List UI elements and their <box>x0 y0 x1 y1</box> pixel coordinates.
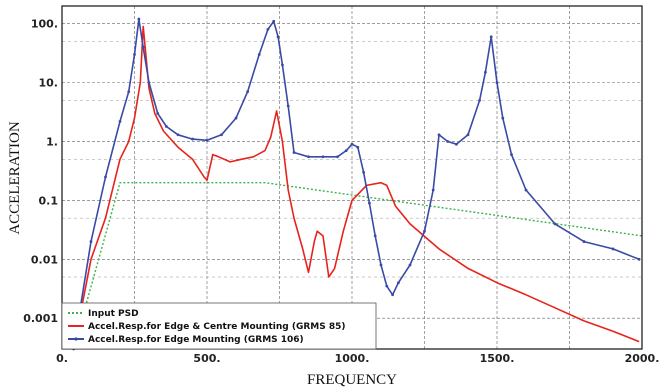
series-point-edge <box>553 222 557 226</box>
x-tick-label-2: 1000. <box>335 352 370 365</box>
series-point-edge <box>637 257 641 261</box>
y-tick-label-2: 0.1 <box>39 194 59 207</box>
series-point-edge <box>133 53 136 56</box>
legend-marker-edge <box>74 337 78 341</box>
series-point-edge <box>321 155 325 159</box>
series-point-edge <box>524 188 528 192</box>
series-point-edge <box>234 116 238 120</box>
series-point-edge <box>582 240 586 243</box>
series-layer <box>72 17 643 351</box>
series-point-edge <box>391 293 394 297</box>
series-point-edge <box>336 155 339 159</box>
series-point-edge <box>495 81 499 85</box>
series-point-edge <box>286 104 290 108</box>
series-point-edge <box>510 153 513 156</box>
series-point-edge <box>379 263 383 267</box>
series-point-edge <box>127 90 131 94</box>
y-tick-label-5: 100. <box>31 18 58 31</box>
series-point-edge <box>118 119 122 123</box>
series-point-edge <box>356 145 360 149</box>
series-point-edge <box>466 133 470 137</box>
legend-label-input-psd: Input PSD <box>88 309 139 319</box>
series-point-edge <box>205 138 209 142</box>
series-point-edge <box>423 229 426 233</box>
y-axis-title: ACCELERATION <box>7 121 23 234</box>
series-point-edge <box>431 188 435 192</box>
x-tick-label-1: 500. <box>193 352 220 365</box>
series-markers-edge <box>72 17 641 351</box>
legend: Input PSD Accel.Resp.for Edge & Centre M… <box>61 302 377 350</box>
series-point-edge <box>89 240 93 243</box>
x-tick-label-3: 1500. <box>480 352 515 365</box>
x-tick-label-4: 2000. <box>625 352 660 365</box>
series-point-edge <box>368 201 371 205</box>
series-point-edge <box>272 19 276 23</box>
series-point-edge <box>501 116 505 120</box>
series-point-edge <box>478 98 481 102</box>
series-point-edge <box>165 125 168 128</box>
tick-labels: 0. 500. 1000. 1500. 2000. 0.001 0.01 0.1 1. 10. 10… <box>23 18 659 365</box>
y-tick-label-0: 0.001 <box>23 312 58 325</box>
series-point-edge <box>307 155 310 159</box>
series-point-edge <box>350 142 354 146</box>
series-point-edge <box>156 112 160 115</box>
series-point-edge <box>104 175 107 179</box>
series-point-edge <box>137 17 141 21</box>
series-point-edge <box>276 35 280 39</box>
series-point-edge <box>437 133 441 137</box>
x-tick-label-0: 0. <box>56 352 68 365</box>
series-point-edge <box>292 151 296 154</box>
series-point-edge <box>281 63 284 67</box>
legend-label-edge: Accel.Resp.for Edge Mounting (GRMS 106) <box>88 335 304 345</box>
series-point-edge <box>266 28 270 31</box>
series-point-edge <box>489 35 493 39</box>
series-point-edge <box>446 140 450 143</box>
x-axis-title: FREQUENCY <box>307 372 397 388</box>
series-point-edge <box>220 133 223 137</box>
y-tick-label-1: 0.01 <box>31 253 58 266</box>
series-point-edge <box>147 81 151 85</box>
series-point-edge <box>397 281 400 285</box>
series-point-edge <box>344 149 348 153</box>
series-point-edge <box>141 45 145 49</box>
series-point-edge <box>191 137 194 141</box>
y-tick-label-3: 1. <box>46 136 58 149</box>
series-point-edge <box>408 263 412 267</box>
series-point-edge <box>362 170 365 174</box>
legend-label-edge-centre: Accel.Resp.for Edge & Centre Mounting (G… <box>88 322 345 332</box>
series-point-edge <box>373 234 377 238</box>
series-point-edge <box>385 284 389 288</box>
series-point-edge <box>176 133 180 137</box>
series-point-edge <box>246 90 250 94</box>
series-point-edge <box>257 53 261 56</box>
series-point-edge <box>455 142 458 146</box>
series-point-edge <box>611 247 615 251</box>
legend-box <box>61 302 377 350</box>
series-point-edge <box>484 70 487 74</box>
series-line-input-psd <box>72 181 643 350</box>
y-tick-label-4: 10. <box>39 77 59 90</box>
